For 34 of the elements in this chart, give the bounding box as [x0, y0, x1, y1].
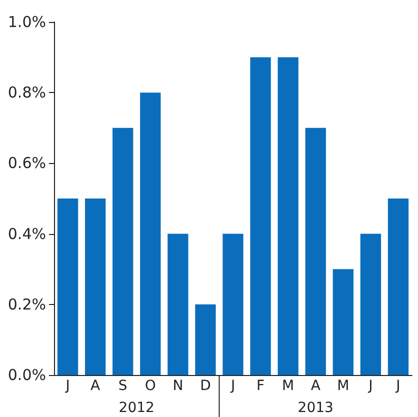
x-tick-label: S — [118, 378, 128, 394]
x-tick-label: J — [230, 378, 236, 394]
bar — [360, 234, 382, 375]
text: 2013 — [298, 400, 334, 416]
y-tick-label: 0.2% — [8, 295, 46, 314]
bar — [195, 304, 216, 375]
bar — [140, 92, 161, 375]
x-tick-label: N — [172, 378, 184, 394]
bar — [332, 269, 354, 375]
bar — [222, 234, 244, 375]
bar — [388, 198, 409, 375]
bar — [57, 198, 78, 375]
y-tick-label: 1.0% — [8, 13, 46, 31]
y-tick-label: 0.4% — [8, 224, 46, 243]
y-tick-label: 0.6% — [8, 154, 46, 172]
y-tick-label: 0.0% — [8, 366, 46, 384]
bar — [278, 57, 298, 375]
y-tick-label: 0.8% — [8, 84, 46, 102]
x-tick-label: J — [64, 378, 70, 394]
x-tick-label: A — [90, 378, 101, 394]
x-tick-label: M — [282, 378, 294, 394]
bar — [84, 198, 106, 375]
x-tick-label: J — [368, 378, 373, 394]
bar — [305, 128, 326, 375]
x-tick-label: F — [256, 378, 265, 394]
x-tick-label: J — [395, 378, 400, 394]
bar — [168, 234, 188, 375]
x-tick-label: A — [310, 378, 321, 394]
x-tick-label: O — [144, 378, 156, 394]
bar — [112, 128, 134, 375]
x-tick-label: D — [200, 378, 211, 394]
text: 2012 — [118, 400, 154, 416]
x-tick-label: M — [337, 378, 350, 394]
bar — [250, 57, 271, 375]
